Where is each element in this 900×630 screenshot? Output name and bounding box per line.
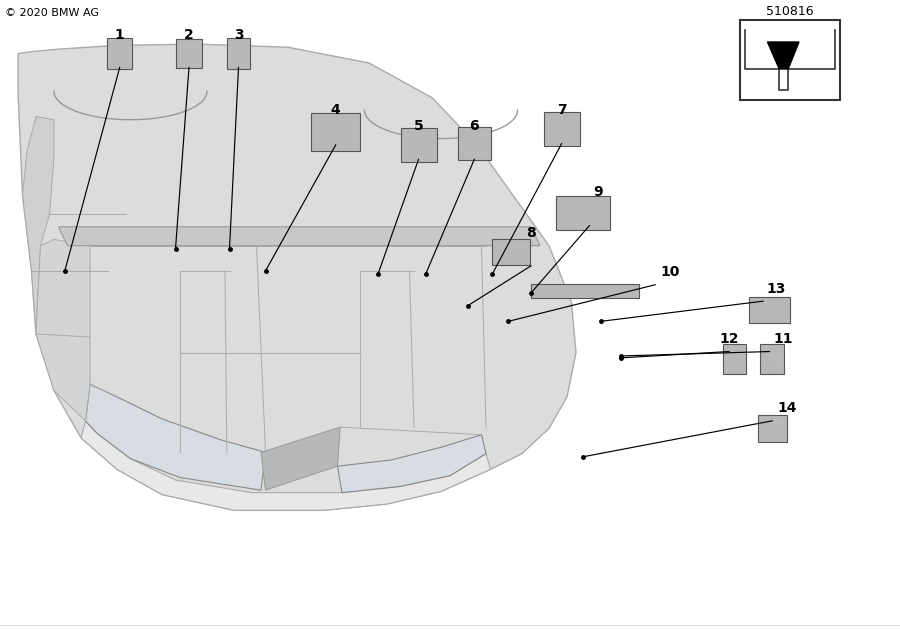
Text: 5: 5: [414, 119, 423, 133]
Polygon shape: [338, 435, 486, 493]
Bar: [458, 127, 491, 160]
Text: 8: 8: [526, 226, 536, 240]
Polygon shape: [18, 44, 576, 510]
Text: 7: 7: [557, 103, 566, 117]
Bar: [544, 112, 580, 146]
Polygon shape: [36, 239, 90, 421]
Polygon shape: [81, 421, 491, 510]
Polygon shape: [768, 42, 799, 69]
Text: 12: 12: [719, 332, 739, 346]
Text: 14: 14: [778, 401, 797, 415]
Polygon shape: [22, 117, 54, 334]
Polygon shape: [58, 227, 540, 246]
Bar: [311, 113, 360, 151]
Polygon shape: [261, 427, 340, 490]
Text: © 2020 BMW AG: © 2020 BMW AG: [5, 8, 99, 18]
Bar: [531, 284, 639, 298]
Text: 9: 9: [593, 185, 602, 199]
Bar: [758, 415, 787, 442]
Bar: [176, 39, 202, 67]
Polygon shape: [86, 384, 266, 490]
Text: 6: 6: [470, 119, 479, 133]
Bar: [760, 344, 784, 374]
Text: 11: 11: [773, 332, 793, 346]
Bar: [723, 344, 746, 374]
Bar: [400, 127, 436, 162]
Text: 13: 13: [766, 282, 786, 295]
Bar: [556, 196, 610, 231]
Bar: [107, 38, 132, 69]
Text: 10: 10: [661, 265, 680, 279]
Text: 4: 4: [331, 103, 340, 117]
Text: 510816: 510816: [766, 5, 814, 18]
Bar: [749, 297, 790, 323]
Bar: [492, 239, 530, 265]
Bar: [227, 38, 250, 69]
Text: 1: 1: [115, 28, 124, 42]
Text: 3: 3: [234, 28, 243, 42]
Bar: [740, 20, 840, 100]
Text: 2: 2: [184, 28, 194, 42]
